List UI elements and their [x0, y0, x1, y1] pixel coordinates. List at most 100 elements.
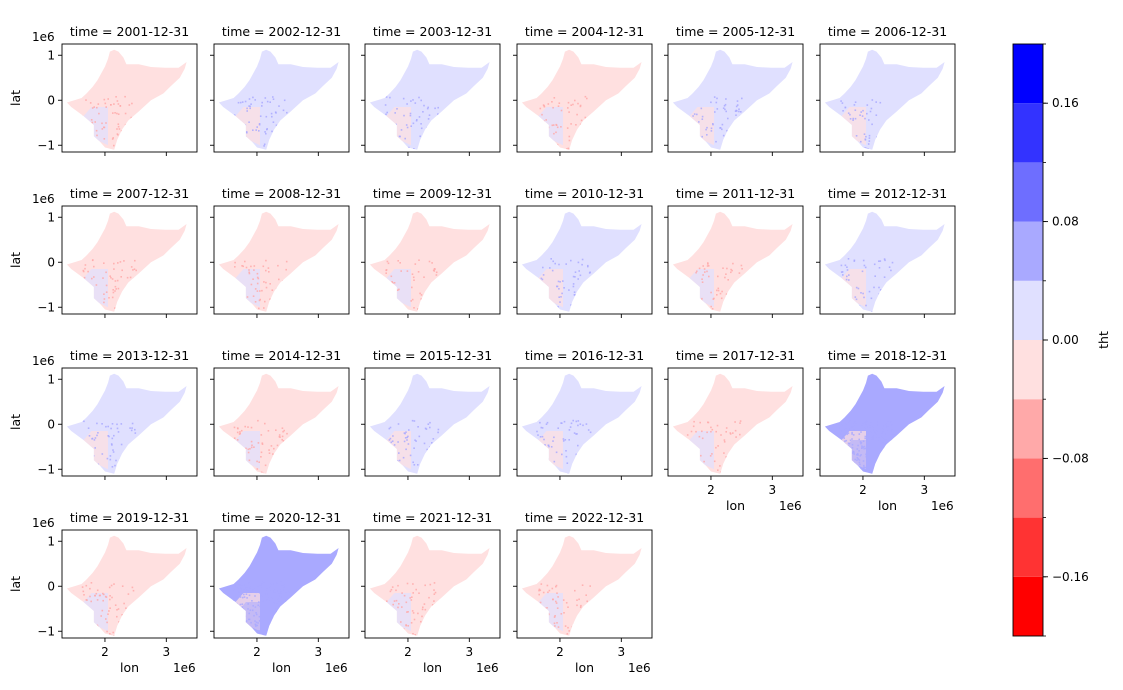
region-speckle: [585, 456, 588, 458]
region-speckle: [410, 300, 412, 302]
region-speckle: [393, 444, 396, 446]
region-speckle: [278, 600, 280, 603]
region-speckle: [428, 631, 431, 633]
region-speckle: [128, 104, 131, 106]
y-axis-label: lat: [8, 90, 23, 106]
region-speckle: [844, 264, 847, 267]
region-speckle: [696, 270, 698, 273]
region-speckle: [282, 284, 284, 286]
region-speckle: [131, 623, 133, 626]
region-speckle: [870, 311, 873, 312]
region-speckle: [844, 423, 847, 426]
region-speckle: [840, 264, 843, 267]
region-speckle: [586, 633, 589, 636]
region-speckle: [111, 444, 113, 446]
region-speckle: [575, 124, 577, 126]
region-speckle: [130, 429, 133, 432]
region-speckle: [893, 455, 895, 457]
region-speckle: [698, 267, 701, 270]
region-speckle: [883, 458, 886, 460]
region-speckle: [250, 283, 253, 286]
region-speckle: [408, 429, 410, 431]
region-speckle: [91, 277, 93, 280]
region-speckle: [131, 422, 134, 425]
region-speckle: [386, 137, 389, 140]
region-speckle: [542, 626, 544, 629]
region-speckle: [875, 421, 878, 423]
region-speckle: [385, 630, 388, 633]
region-speckle: [247, 586, 249, 588]
region-speckle: [723, 441, 726, 443]
region-speckle: [891, 473, 893, 474]
x-tick-label: 3: [617, 645, 625, 659]
region-speckle: [711, 453, 713, 455]
region-fill: [218, 373, 339, 474]
region-speckle: [846, 433, 849, 436]
region-speckle: [875, 468, 877, 471]
region-speckle: [839, 137, 842, 140]
y-axis-label: lat: [8, 252, 23, 268]
region-speckle: [693, 420, 695, 423]
region-speckle: [551, 628, 553, 631]
region-speckle: [557, 306, 559, 308]
region-speckle: [237, 628, 239, 631]
region-speckle: [241, 616, 243, 618]
region-speckle: [86, 599, 88, 601]
region-speckle: [277, 264, 279, 267]
region-speckle: [542, 266, 544, 269]
region-speckle: [564, 149, 567, 150]
region-speckle: [385, 272, 387, 274]
region-speckle: [105, 271, 107, 274]
region-speckle: [421, 306, 423, 308]
region-speckle: [428, 114, 431, 116]
region-speckle: [840, 435, 842, 437]
region-speckle: [729, 432, 732, 434]
region-speckle: [82, 590, 85, 593]
region-speckle: [279, 587, 282, 590]
region-speckle: [541, 278, 544, 281]
region-speckle: [386, 446, 388, 448]
region-speckle: [575, 298, 578, 301]
region-speckle: [554, 625, 556, 627]
region-speckle: [736, 104, 739, 106]
region-speckle: [418, 435, 421, 438]
region-speckle: [255, 591, 258, 594]
region-speckle: [842, 452, 844, 455]
region-speckle: [561, 422, 563, 424]
region-speckle: [839, 439, 842, 442]
region-patch: [839, 107, 866, 146]
region-speckle: [386, 600, 388, 602]
region-speckle: [286, 461, 288, 464]
region-speckle: [91, 303, 93, 306]
region-speckle: [241, 447, 243, 450]
region-speckle: [249, 632, 252, 634]
region-speckle: [271, 130, 273, 133]
region-texture: [233, 96, 288, 150]
region-speckle: [435, 271, 438, 274]
region-speckle: [698, 435, 701, 438]
region-speckle: [855, 422, 857, 424]
region-speckle: [571, 625, 574, 628]
region-speckle: [81, 442, 83, 444]
region-speckle: [888, 464, 890, 466]
region-speckle: [739, 420, 742, 422]
region-speckle: [261, 105, 263, 107]
colorbar-label: tht: [1096, 331, 1111, 349]
region-speckle: [691, 287, 694, 290]
region-speckle: [245, 131, 248, 133]
region-speckle: [285, 600, 287, 603]
region-speckle: [892, 452, 894, 455]
region-speckle: [276, 615, 279, 618]
region-speckle: [422, 606, 424, 609]
region-speckle: [584, 95, 587, 98]
region-speckle: [584, 630, 587, 632]
region-speckle: [282, 632, 284, 635]
region-speckle: [92, 455, 95, 457]
region-speckle: [553, 460, 556, 463]
region-speckle: [123, 260, 125, 262]
x-tick-label: 2: [404, 645, 412, 659]
region-speckle: [699, 421, 701, 424]
region-speckle: [392, 603, 394, 606]
region-speckle: [709, 455, 712, 457]
